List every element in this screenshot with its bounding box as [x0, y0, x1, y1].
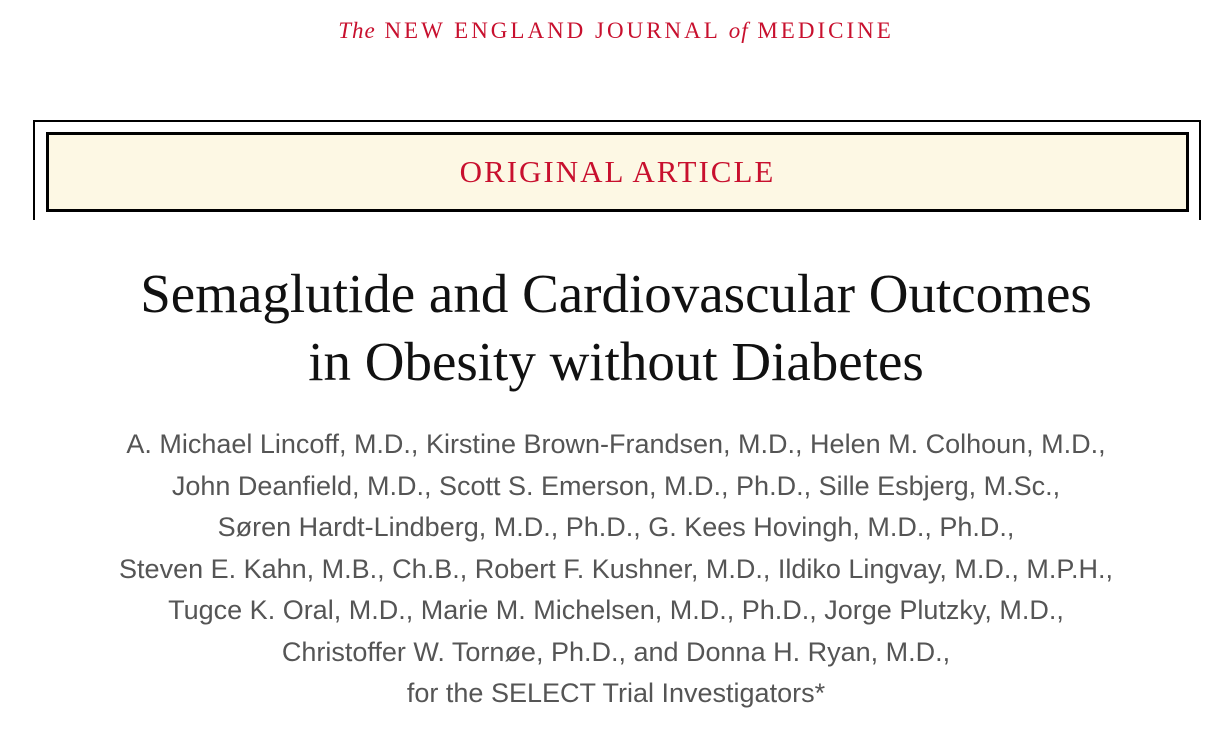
- journal-connector: of: [728, 18, 749, 43]
- author-line: Steven E. Kahn, M.B., Ch.B., Robert F. K…: [119, 553, 1113, 584]
- article-title: in Obesity without Diabetes: [308, 331, 924, 392]
- author-line: Søren Hardt-Lindberg, M.D., Ph.D., G. Ke…: [217, 512, 1015, 542]
- article-title: Semaglutide and Cardiovascular Outcomes: [140, 263, 1092, 324]
- author-line: John Deanfield, M.D., Scott S. Emerson, …: [171, 470, 1061, 501]
- article-type: ORIGINAL ARTICLE: [46, 132, 1189, 212]
- journal-name-part: MEDICINE: [757, 18, 894, 43]
- journal-name: The NEW ENGLAND JOURNAL of MEDICINE: [0, 18, 1232, 44]
- banner-frame: [33, 120, 1201, 220]
- author-line: A. Michael Lincoff, M.D., Kirstine Brown…: [126, 429, 1106, 459]
- author-line: for the SELECT Trial Investigators*: [406, 678, 826, 708]
- journal-name-part: NEW ENGLAND JOURNAL: [384, 18, 720, 43]
- author-line: Tugce K. Oral, M.D., Marie M. Michelsen,…: [168, 595, 1064, 625]
- journal-prefix: The: [338, 18, 376, 43]
- author-line: Christoffer W. Tornøe, Ph.D., and Donna …: [281, 636, 951, 667]
